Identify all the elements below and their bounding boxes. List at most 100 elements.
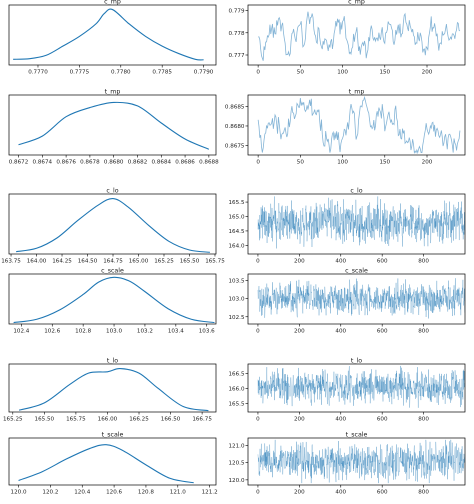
x-tick-label: 165.25 — [3, 417, 23, 423]
x-tick-label: 600 — [377, 417, 388, 423]
y-tick-label: 102.5 — [228, 315, 244, 321]
x-tick-label: 400 — [335, 490, 346, 496]
kde-line — [16, 198, 210, 253]
x-tick-label: 0.8684 — [151, 160, 171, 166]
y-tick-label: 165.0 — [228, 215, 244, 221]
x-tick-label: 163.75 — [1, 259, 21, 265]
y-tick-label: 0.777 — [228, 53, 244, 59]
panel-title: c_lo — [350, 187, 362, 194]
axes-frame — [8, 363, 217, 413]
panel-title: t_lo — [107, 357, 118, 364]
x-tick-label: 0 — [256, 70, 260, 76]
trace-panel-c-mp: c_mp 0 50 100 150 200 0.777 0.778 0.779 — [228, 0, 466, 76]
x-tick-label: 0.7790 — [194, 70, 214, 76]
y-tick-label: 103.0 — [228, 297, 244, 303]
x-tick-label: 103.2 — [137, 329, 153, 335]
panel-title: t_mp — [105, 88, 121, 95]
x-tick-label: 102.4 — [13, 329, 29, 335]
x-tick-label: 120.0 — [11, 490, 27, 496]
axes-frame — [8, 437, 217, 486]
kde-panel-t-mp: t_mp 0.8672 0.8674 0.8676 0.8678 0.8680 0.8682… — [8, 88, 219, 166]
axes-frame — [247, 4, 466, 66]
x-tick-label: 0.8682 — [128, 160, 148, 166]
x-tick-label: 164.75 — [103, 259, 123, 265]
x-tick-label: 120.8 — [138, 490, 154, 496]
x-tick-label: 800 — [418, 329, 429, 335]
panel-title: t_scale — [346, 431, 368, 438]
y-tick-label: 0.8680 — [225, 124, 245, 130]
x-tick-label: 600 — [377, 490, 388, 496]
x-tick-label: 0.7770 — [28, 70, 48, 76]
x-tick-label: 800 — [418, 490, 429, 496]
y-tick-label: 165.5 — [228, 402, 244, 408]
x-tick-label: 0.7780 — [111, 70, 131, 76]
axes-frame — [247, 363, 466, 413]
kde-panel-c-lo: c_lo 163.75 164.00 164.25 164.50 164.75 165.00… — [1, 187, 225, 264]
y-tick-label: 0.8685 — [225, 105, 245, 111]
y-tick-label: 120.5 — [228, 461, 244, 467]
y-tick-label: 166.5 — [228, 372, 244, 378]
kde-line — [13, 8, 204, 61]
x-tick-label: 103.4 — [168, 329, 184, 335]
panel-title: t_scale — [102, 431, 124, 438]
trace-panel-c-scale: c_scale 0 200 400 600 800 102.5 103.0 103.5 — [228, 267, 466, 335]
axes-frame — [247, 94, 466, 156]
x-tick-label: 165.00 — [129, 259, 149, 265]
x-tick-label: 103.0 — [106, 329, 122, 335]
panel-title: c_scale — [345, 267, 368, 274]
x-tick-label: 400 — [335, 329, 346, 335]
kde-line — [18, 368, 209, 412]
x-tick-label: 0.8686 — [175, 160, 195, 166]
x-tick-label: 0.8676 — [56, 160, 76, 166]
x-tick-label: 200 — [294, 259, 305, 265]
x-tick-label: 400 — [335, 259, 346, 265]
x-tick-label: 0 — [256, 259, 260, 265]
x-tick-label: 600 — [377, 259, 388, 265]
x-tick-label: 600 — [377, 329, 388, 335]
axes-frame — [247, 273, 466, 325]
y-tick-label: 120.0 — [228, 478, 244, 484]
x-tick-label: 165.50 — [180, 259, 200, 265]
axes-frame — [8, 4, 217, 66]
x-tick-label: 100 — [337, 160, 348, 166]
x-tick-label: 166.50 — [161, 417, 181, 423]
trace-panel-t-scale: t_scale 0 200 400 600 800 120.0 120.5 121.0 — [228, 431, 466, 496]
y-tick-label: 0.8675 — [225, 143, 245, 149]
x-tick-label: 200 — [294, 417, 305, 423]
kde-panel-t-scale: t_scale 120.0 120.2 120.4 120.6 120.8 121.0 121… — [8, 431, 218, 496]
trace-panel-t-lo: t_lo 0 200 400 600 800 165.5 166.0 166.5 — [228, 357, 466, 423]
x-tick-label: 100 — [337, 70, 348, 76]
x-tick-label: 102.8 — [75, 329, 91, 335]
panel-title: t_mp — [349, 88, 365, 95]
x-tick-label: 0 — [256, 490, 260, 496]
x-tick-label: 120.6 — [106, 490, 122, 496]
x-tick-label: 0.7785 — [152, 70, 172, 76]
y-tick-label: 103.5 — [228, 279, 244, 285]
panel-title: c_lo — [106, 187, 118, 194]
trace-line — [257, 365, 465, 408]
x-tick-label: 150 — [379, 70, 390, 76]
y-tick-label: 166.0 — [228, 387, 244, 393]
axes-frame — [247, 193, 466, 255]
axes-frame — [8, 273, 217, 325]
x-tick-label: 103.6 — [199, 329, 215, 335]
panel-title: c_mp — [104, 0, 121, 5]
kde-line — [18, 101, 210, 150]
y-tick-label: 121.0 — [228, 444, 244, 450]
x-tick-label: 164.25 — [52, 259, 72, 265]
trace-line — [257, 95, 461, 155]
trace-panel-c-lo: c_lo 0 200 400 600 800 164.0 164.5 165.0 165.5 — [228, 187, 466, 265]
x-tick-label: 120.4 — [74, 490, 90, 496]
x-tick-label: 166.00 — [98, 417, 118, 423]
y-tick-label: 165.5 — [228, 200, 244, 206]
x-tick-label: 164.00 — [27, 259, 47, 265]
x-tick-label: 0 — [256, 417, 260, 423]
x-tick-label: 120.2 — [42, 490, 58, 496]
x-tick-label: 0.8688 — [199, 160, 219, 166]
kde-panel-t-lo: t_lo 165.25 165.50 165.75 166.00 166.25 166.50… — [3, 357, 217, 423]
x-tick-label: 0.8680 — [104, 160, 124, 166]
x-tick-label: 0 — [256, 160, 260, 166]
kde-panel-c-scale: c_scale 102.4 102.6 102.8 103.0 103.2 103.4 103… — [8, 267, 217, 335]
x-tick-label: 165.25 — [154, 259, 174, 265]
